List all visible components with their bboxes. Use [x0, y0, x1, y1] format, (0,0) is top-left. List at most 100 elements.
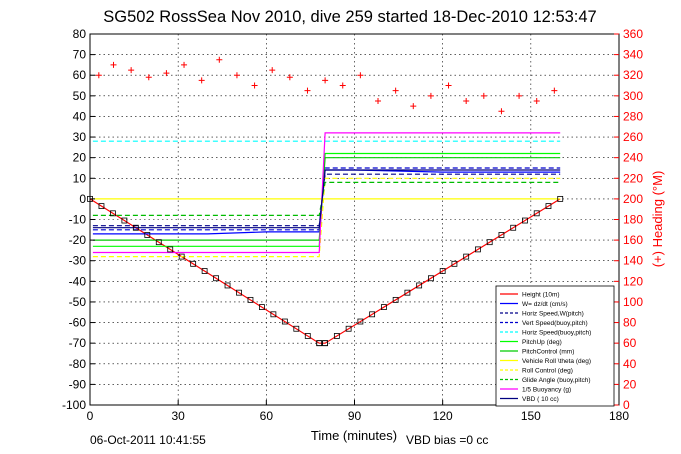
- height-marker: [557, 195, 564, 202]
- y-right-tick-label: 320: [623, 68, 643, 82]
- y-right-tick-label: 200: [623, 192, 643, 206]
- height-marker: [369, 311, 376, 318]
- heading-marks: [95, 56, 558, 115]
- heading-point: [110, 61, 117, 68]
- legend-box: [495, 285, 615, 407]
- series-line: [92, 177, 561, 258]
- legend-label: PitchUp (deg): [522, 339, 562, 346]
- height-marker: [322, 340, 329, 347]
- height-marker: [178, 253, 185, 260]
- heading-point: [392, 87, 399, 94]
- heading-point: [181, 61, 188, 68]
- heading-point: [445, 82, 452, 89]
- height-marker: [463, 253, 470, 260]
- y-right-tick-label: 220: [623, 171, 643, 185]
- footer-timestamp: 06-Oct-2011 10:41:55: [90, 433, 206, 447]
- height-marker: [345, 325, 352, 332]
- height-marker: [428, 275, 434, 282]
- heading-point: [357, 72, 364, 79]
- vbd-bias-note: VBD bias =0 cc: [406, 433, 488, 447]
- height-marker: [259, 304, 265, 310]
- y-right-tick-label: 40: [623, 357, 637, 371]
- legend-label: Horiz Speed,W(pitch): [522, 311, 584, 318]
- height-marker: [270, 311, 277, 318]
- x-axis: 0 30 60 90 120 150 180: [87, 400, 629, 423]
- height-marker: [144, 232, 151, 238]
- height-marker: [533, 210, 540, 217]
- legend-label: Vert Speed(buoy,pitch): [522, 320, 588, 327]
- x-tick-label: 90: [348, 409, 362, 423]
- height-marker: [357, 318, 364, 325]
- heading-point: [551, 87, 558, 94]
- y-right-tick-label: 100: [623, 295, 643, 309]
- y-tick-label: 50: [73, 89, 87, 103]
- height-marker: [333, 333, 340, 339]
- y-right-tick-label: 80: [623, 316, 637, 330]
- legend-label: Vehicle Roll \theta (deg): [522, 358, 591, 365]
- y-axis-right: 3603403203002802602402202001801601401201…: [614, 27, 643, 412]
- heading-point: [233, 72, 240, 79]
- legend-label: 1/5 Buoyancy (g): [522, 387, 571, 394]
- heading-point: [251, 82, 258, 89]
- height-marker: [486, 239, 493, 246]
- y-axis-left: 80 70 60 50 40 30 20 10 0 -10 -20 -30 -40 -50 -60 -70 -8…: [62, 27, 95, 412]
- height-marker: [510, 224, 517, 231]
- heading-point: [95, 72, 102, 79]
- y-right-tick-label: 20: [623, 377, 637, 391]
- y-right-tick-label: 340: [623, 48, 643, 62]
- y-right-tick-label: 180: [623, 213, 643, 227]
- heading-point: [269, 67, 276, 74]
- x-tick-label: 150: [521, 409, 541, 423]
- height-marker: [190, 260, 197, 267]
- series-line: [92, 132, 561, 254]
- y-tick-label: 30: [73, 130, 87, 144]
- height-marker: [451, 260, 458, 267]
- y-tick-label: -90: [69, 377, 87, 391]
- y-tick-label: -30: [69, 254, 87, 268]
- height-marker: [545, 203, 552, 210]
- series-line: [89, 198, 561, 344]
- y-tick-label: -50: [69, 295, 87, 309]
- height-marker: [522, 217, 528, 224]
- y-tick-label: 70: [73, 48, 87, 62]
- y-right-tick-label: 280: [623, 109, 643, 123]
- y-tick-label: 60: [73, 68, 87, 82]
- y-tick-label: -70: [69, 336, 87, 350]
- legend-label: W= dz/dt (cm/s): [522, 301, 568, 308]
- y-right-tick-label: 140: [623, 254, 643, 268]
- heading-point: [516, 92, 523, 99]
- heading-point: [286, 74, 293, 81]
- height-marker: [304, 333, 311, 339]
- legend-label: Glide Angle (buoy,pitch): [522, 377, 591, 384]
- height-marker: [404, 289, 411, 296]
- height-marker: [155, 239, 162, 246]
- heading-point: [533, 97, 540, 104]
- y-tick-label: 20: [73, 151, 87, 165]
- x-axis-label: Time (minutes): [311, 428, 397, 443]
- heading-point: [163, 70, 170, 77]
- height-marker: [380, 304, 387, 310]
- heading-point: [480, 92, 487, 99]
- y-right-tick-label: 120: [623, 274, 643, 288]
- height-marker: [201, 268, 208, 274]
- y-right-tick-label: 0: [623, 398, 630, 412]
- height-marker: [247, 296, 254, 303]
- height-marker: [281, 318, 288, 325]
- y-tick-label: -10: [69, 213, 87, 227]
- y-right-tick-label: 360: [623, 27, 643, 41]
- height-marker: [293, 325, 300, 332]
- heading-point: [304, 87, 311, 94]
- heading-point: [216, 56, 223, 63]
- heading-point: [410, 103, 417, 110]
- height-marker: [110, 210, 116, 217]
- legend: Height (10m) W= dz/dt (cm/s) Horiz Speed,W…: [495, 285, 615, 407]
- x-tick-label: 180: [609, 409, 629, 423]
- heading-point: [145, 74, 152, 81]
- legend-label: Roll Control (deg): [522, 368, 573, 375]
- y-right-tick-label: 60: [623, 336, 637, 350]
- chart-title: SG502 RossSea Nov 2010, dive 259 started…: [103, 8, 597, 26]
- height-marker: [416, 282, 423, 289]
- y-right-tick-label: 160: [623, 233, 643, 247]
- heading-point: [375, 97, 382, 104]
- height-marker: [475, 246, 481, 253]
